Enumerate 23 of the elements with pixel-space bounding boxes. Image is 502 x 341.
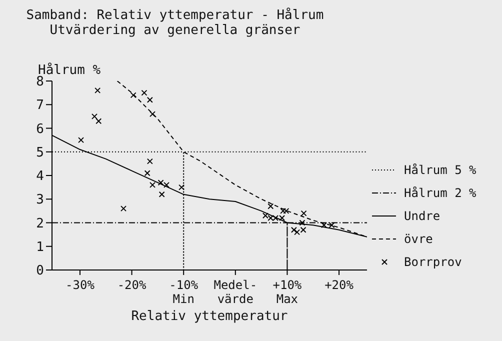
x-axis-title: Relativ yttemperatur	[130, 309, 289, 324]
x-tick-label: Medel- värde	[214, 278, 258, 306]
legend-label: Undre	[404, 208, 440, 222]
x-tick-label: +10% Max	[272, 278, 302, 306]
x-tick-label: +20%	[324, 278, 354, 292]
x-tick-label: -30%	[66, 278, 96, 292]
legend-label: övre	[404, 232, 433, 246]
y-tick-label: 4	[36, 169, 44, 184]
legend-label: Hålrum 2 %	[404, 186, 476, 200]
y-tick-label: 8	[36, 74, 44, 90]
y-tick-label: 2	[36, 216, 44, 232]
chart-subtitle: Utvärdering av generella gränser	[48, 23, 302, 38]
y-tick-label: 0	[36, 264, 44, 279]
y-tick-label: 5	[36, 145, 44, 160]
x-tick-label: -20%	[117, 278, 148, 292]
legend-label: Hålrum 5 %	[404, 162, 476, 176]
x-tick-label: -10% Min	[169, 278, 199, 306]
legend-label: Borrprov	[404, 254, 462, 268]
y-tick-label: 7	[36, 98, 44, 114]
y-tick-label: 3	[36, 192, 44, 208]
y-tick-label: 6	[36, 122, 44, 137]
y-tick-label: 1	[36, 240, 44, 255]
chart-title: Samband: Relativ yttemperatur - Hålrum	[25, 8, 325, 23]
